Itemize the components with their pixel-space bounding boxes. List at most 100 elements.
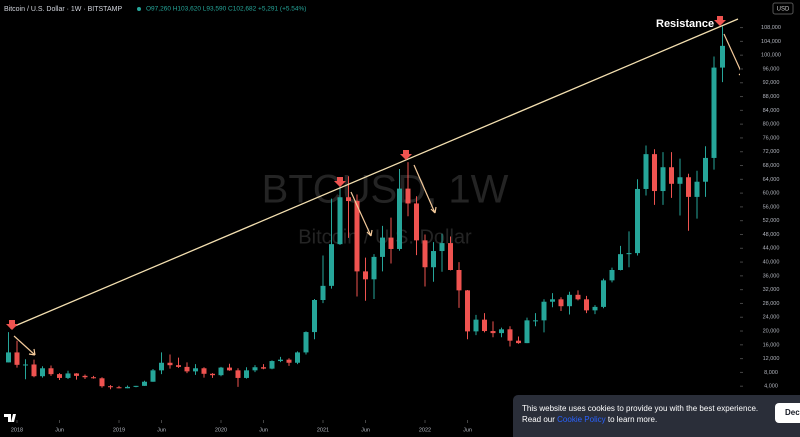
candle-body: [711, 67, 717, 158]
time-axis: 2018 Jun 2019 Jun 2020 Jun 2021 Jun 2022 Jun: [11, 420, 472, 433]
candle-body: [388, 237, 394, 249]
candle-body: [635, 188, 640, 254]
cookie-text: This website uses cookies to provide you…: [522, 404, 758, 413]
candle-body: [584, 299, 589, 311]
candle-body: [218, 367, 224, 376]
candle-body: [65, 373, 71, 378]
candle-body: [167, 362, 173, 366]
logo-mark: [4, 414, 16, 422]
candle-body: [465, 290, 470, 332]
candle-body: [6, 352, 11, 363]
candle-body: [193, 368, 198, 372]
y-tick-label: 40,000: [763, 260, 780, 266]
candle-body: [14, 352, 20, 365]
y-tick-label: 100,000: [761, 53, 781, 59]
arrow: [350, 191, 373, 237]
candle-body: [660, 167, 666, 192]
x-tick-label: Jun: [463, 427, 472, 433]
candle-body: [618, 254, 623, 270]
y-tick-label: 72,000: [763, 149, 780, 155]
y-tick-label: 28,000: [763, 301, 780, 307]
candle-body: [320, 285, 326, 300]
candle-body: [269, 361, 275, 369]
y-tick-label: 60,000: [763, 191, 780, 197]
y-tick-label: 108,000: [761, 25, 781, 31]
logo: [4, 414, 16, 422]
y-tick-label: 88,000: [763, 94, 780, 100]
candle-body: [482, 319, 487, 332]
candle-body: [473, 319, 479, 332]
candle-body: [490, 331, 496, 334]
candle-body: [57, 374, 62, 378]
candle-body: [82, 375, 88, 378]
cookie-text: to learn more.: [608, 415, 657, 424]
y-tick-label: 52,000: [763, 218, 780, 224]
candle-body: [575, 294, 581, 300]
x-tick-label: Jun: [361, 427, 370, 433]
candle-body: [40, 368, 45, 377]
candle-body: [363, 271, 368, 280]
candle-body: [108, 386, 113, 388]
candle-body: [524, 320, 530, 344]
candle-body: [142, 381, 147, 386]
x-tick-label: 2019: [113, 427, 125, 433]
x-tick-label: 2021: [317, 427, 329, 433]
x-tick-label: 2022: [419, 427, 431, 433]
candle-body: [346, 197, 351, 202]
candle-body: [210, 373, 215, 376]
x-tick-label: Jun: [55, 427, 64, 433]
y-tick-label: 4,000: [764, 384, 778, 390]
candle-body: [31, 364, 37, 377]
y-tick-label: 20,000: [763, 328, 780, 334]
candle-body: [448, 243, 453, 270]
candle-body: [592, 306, 598, 311]
candle-body: [507, 329, 513, 341]
candle-body: [329, 244, 334, 286]
y-tick-label: 76,000: [763, 135, 780, 141]
candle-body: [601, 280, 606, 307]
candle-body: [91, 377, 96, 379]
y-tick-label: 56,000: [763, 204, 780, 210]
watermark-subtitle: Bitcoin / U.S. Dollar: [298, 226, 472, 248]
decline-button[interactable]: [775, 403, 800, 423]
candle-body: [150, 370, 156, 382]
candle-body: [516, 340, 521, 344]
y-tick-label: 92,000: [763, 80, 780, 86]
status-dot: [137, 7, 141, 11]
plot-area: [6, 26, 725, 390]
y-tick-label: 84,000: [763, 108, 780, 114]
candle-body: [371, 256, 377, 280]
candle-body: [235, 370, 241, 378]
candle-body: [159, 362, 164, 371]
candle-body: [337, 197, 343, 245]
candle-body: [380, 237, 385, 257]
candle-body: [295, 352, 300, 363]
y-tick-label: 32,000: [763, 287, 780, 293]
candle-body: [176, 365, 181, 367]
y-tick-label: 8,000: [764, 370, 778, 376]
candle-body: [422, 240, 428, 268]
button-label: Dec: [785, 408, 800, 417]
cookie-text: Read our Cookie Policy to learn more.: [522, 415, 657, 424]
candle-body: [201, 368, 207, 374]
price-axis: [740, 0, 800, 420]
y-tick-label: 12,000: [763, 356, 780, 362]
candle-body: [652, 154, 657, 192]
red-arrow: [334, 177, 346, 187]
markers: [6, 16, 726, 330]
x-tick-label: 2018: [11, 427, 23, 433]
candle-body: [133, 385, 139, 387]
y-tick-label: 16,000: [763, 342, 780, 348]
candle-body: [541, 301, 547, 321]
candle-body: [626, 253, 632, 255]
candle-body: [48, 368, 54, 375]
cookie-banner: [513, 395, 800, 437]
candle-body: [74, 373, 79, 376]
cookie-link[interactable]: Cookie Policy: [557, 415, 605, 424]
arrow: [413, 164, 437, 214]
candle-body: [405, 188, 411, 204]
candle-body: [609, 270, 615, 281]
currency-button[interactable]: [772, 2, 794, 15]
candle-body: [677, 177, 683, 184]
x-tick-label: Jun: [157, 427, 166, 433]
